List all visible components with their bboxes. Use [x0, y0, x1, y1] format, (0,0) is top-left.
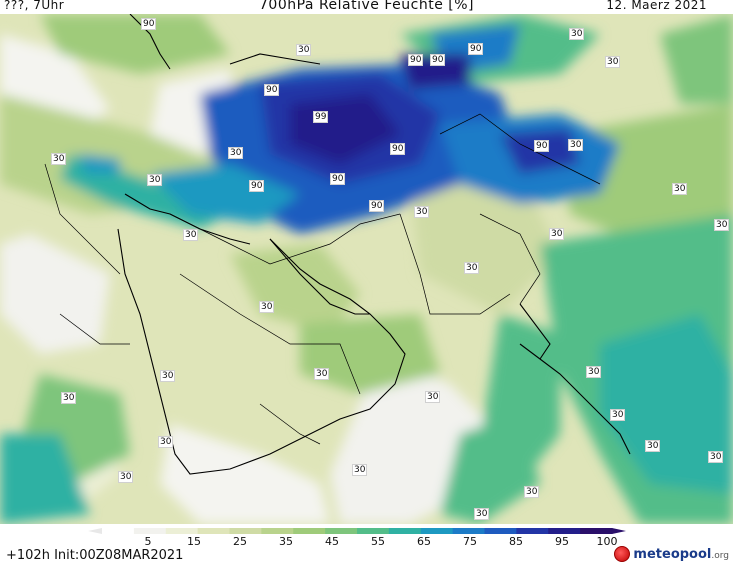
globe-icon [614, 546, 631, 562]
legend-swatch [325, 528, 358, 534]
contour-label: 90 [408, 54, 424, 66]
legend-swatch [516, 528, 549, 534]
legend-swatch [357, 528, 390, 534]
legend-swatch [165, 528, 199, 534]
legend-swatch [452, 528, 485, 534]
contour-label: 30 [228, 147, 244, 159]
model-run-info: +102h Init:00Z08MAR2021 [6, 548, 184, 563]
contour-label: 30 [586, 366, 602, 378]
contour-label: 30 [314, 368, 330, 380]
contour-label: 30 [183, 229, 199, 241]
contour-label: 30 [464, 262, 480, 274]
contour-label: 30 [714, 219, 730, 231]
contour-label: 90 [430, 54, 446, 66]
legend-swatch [197, 528, 230, 534]
contour-label: 90 [369, 200, 385, 212]
legend-swatch [102, 528, 135, 534]
legend-swatch [548, 528, 581, 534]
legend-swatch [484, 528, 517, 534]
legend-swatch [420, 528, 454, 534]
legend-swatch [229, 528, 262, 534]
contour-label: 90 [264, 84, 280, 96]
contour-label: 30 [610, 409, 626, 421]
legend-arrow [612, 528, 626, 534]
logo-brand: meteopool [633, 546, 712, 562]
legend-swatch [133, 528, 167, 534]
legend-swatch [293, 528, 326, 534]
legend-tick: 100 [596, 535, 618, 548]
contour-label: 30 [296, 44, 312, 56]
legend-tick: 75 [463, 535, 477, 548]
contour-label: 30 [568, 139, 584, 151]
contour-label: 90 [534, 140, 550, 152]
legend-swatch [261, 528, 294, 534]
color-legend: 5 15 25 35 45 55 65 75 85 95 100 +102h I… [0, 524, 733, 566]
legend-swatch [580, 528, 613, 534]
humidity-map: 90 30 90 90 90 30 30 90 99 90 30 90 90 3… [0, 14, 733, 524]
contour-label: 30 [524, 486, 540, 498]
map-canvas [0, 14, 733, 524]
contour-label: 90 [249, 180, 265, 192]
contour-label: 30 [425, 391, 441, 403]
legend-tick: 15 [187, 535, 201, 548]
logo-tld: .org [711, 551, 729, 561]
legend-arrow [88, 528, 102, 534]
contour-label: 90 [390, 143, 406, 155]
legend-tick: 25 [233, 535, 247, 548]
contour-label: 90 [141, 18, 157, 30]
map-title: 700hPa Relative Feuchte [%] [259, 0, 474, 13]
contour-label: 30 [414, 206, 430, 218]
contour-label: 30 [61, 392, 77, 404]
contour-label: 99 [313, 111, 329, 123]
contour-label: 30 [147, 174, 163, 186]
contour-label: 90 [468, 43, 484, 55]
legend-colorbar [88, 528, 626, 534]
contour-label: 30 [605, 56, 621, 68]
contour-label: 30 [474, 508, 490, 520]
legend-tick: 85 [509, 535, 523, 548]
legend-tick: 35 [279, 535, 293, 548]
contour-label: 30 [118, 471, 134, 483]
borders [44, 113, 601, 445]
valid-date: 12. Maerz 2021 [606, 0, 707, 12]
legend-tick: 95 [555, 535, 569, 548]
contour-label: 30 [549, 228, 565, 240]
legend-swatch [388, 528, 422, 534]
contour-label: 30 [160, 370, 176, 382]
legend-tick: 55 [371, 535, 385, 548]
header: ???, 7Uhr 700hPa Relative Feuchte [%] 12… [0, 0, 733, 14]
contour-label: 30 [645, 440, 661, 452]
contour-label: 30 [51, 153, 67, 165]
contour-label: 30 [672, 183, 688, 195]
legend-tick: 45 [325, 535, 339, 548]
contour-label: 30 [352, 464, 368, 476]
legend-tick: 65 [417, 535, 431, 548]
contour-label: 90 [330, 173, 346, 185]
contour-label: 30 [708, 451, 724, 463]
legend-tick: 5 [144, 535, 152, 548]
contour-label: 30 [259, 301, 275, 313]
contour-label: 30 [569, 28, 585, 40]
meteopool-logo[interactable]: meteopool .org [614, 544, 729, 564]
valid-day-time: ???, 7Uhr [4, 0, 65, 12]
contour-label: 30 [158, 436, 174, 448]
